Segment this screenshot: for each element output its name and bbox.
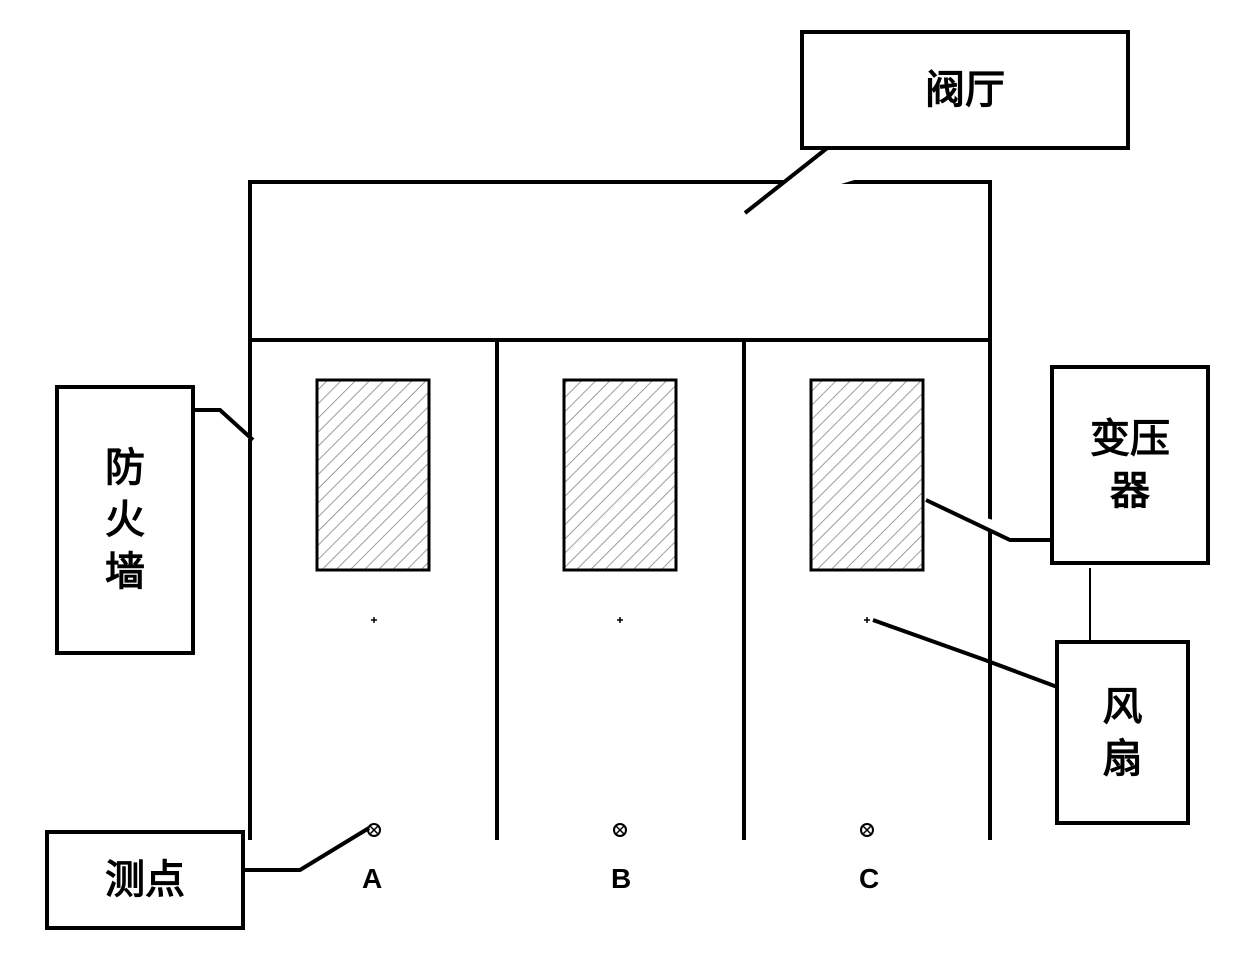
fan-dot-b [617,617,623,623]
fan-label: 风扇 [1055,640,1190,825]
transformer-c [811,380,923,570]
valve-hall-label: 阀厅 [800,30,1130,150]
firewall-label: 防火墙 [55,385,195,655]
substation-diagram: 阀厅 防火墙 变压器 风扇 测点 A B C [0,0,1240,968]
measure-point-label: 测点 [45,830,245,930]
callout-fan [873,620,1060,688]
measure-point-b [614,824,626,836]
callout-transformer [926,500,1060,540]
measure-point-c [861,824,873,836]
valve-hall-rect [250,182,990,340]
transformer-a [317,380,429,570]
fan-dot-a [371,617,377,623]
transformer-label: 变压器 [1050,365,1210,565]
transformer-b [564,380,676,570]
fan-dot-c [864,617,870,623]
point-label-a: A [362,863,382,895]
measure-point-a [368,824,380,836]
point-label-b: B [611,863,631,895]
point-label-c: C [859,863,879,895]
